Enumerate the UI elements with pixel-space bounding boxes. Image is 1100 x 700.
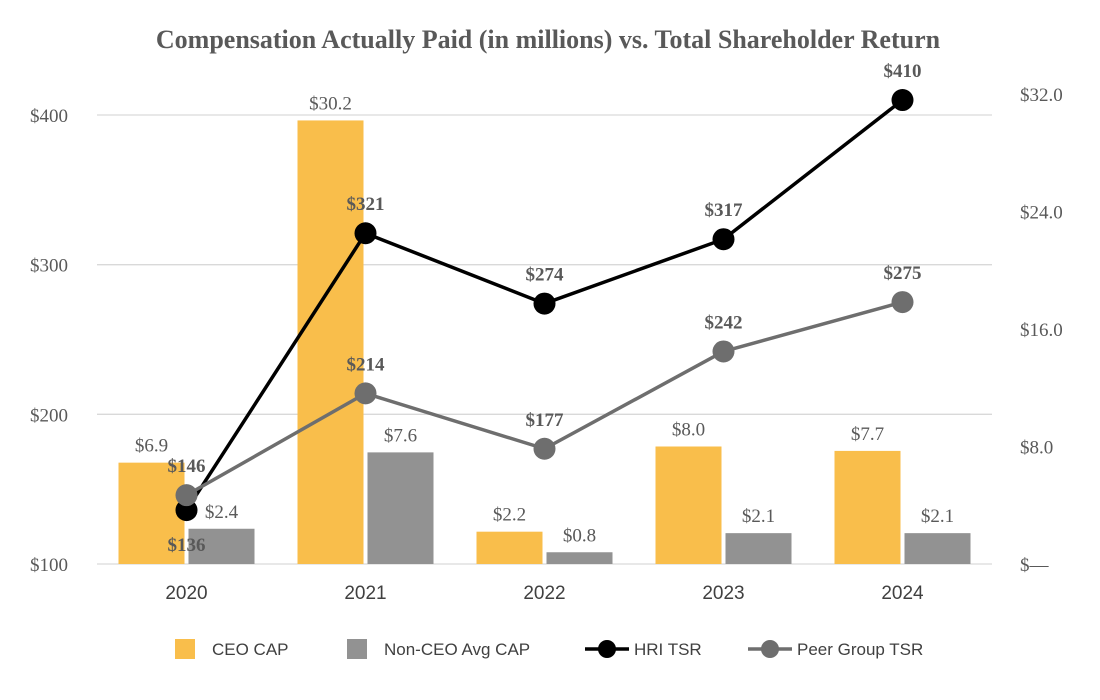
ceo-cap-label-2021: $30.2: [309, 93, 352, 114]
right-tick-label: $32.0: [1020, 85, 1063, 106]
peer-group-tsr-label-2024: $275: [884, 263, 922, 284]
legend-peer-group-tsr-marker: [761, 640, 779, 658]
legend-hri-tsr-label: HRI TSR: [634, 640, 702, 659]
bars: [118, 120, 971, 564]
chart-title: Compensation Actually Paid (in millions)…: [156, 25, 941, 54]
legend-non-ceo-avg-cap-label: Non-CEO Avg CAP: [384, 640, 530, 659]
non-ceo-cap-label-2021: $7.6: [384, 425, 417, 446]
non-ceo-cap-bar-2020: [188, 528, 255, 564]
non-ceo-cap-bar-2023: [725, 533, 792, 564]
legend-peer-group-tsr-label: Peer Group TSR: [797, 640, 923, 659]
peer-group-tsr-point-2022: [533, 437, 556, 460]
data-labels: $6.9 $30.2 $2.2 $8.0 $7.7 $2.4 $7.6 $0.8 $2.1 $2.…: [135, 61, 954, 556]
ceo-cap-bar-2024: [834, 450, 901, 564]
legend-non-ceo-avg-cap-swatch: [347, 639, 367, 659]
non-ceo-cap-bar-2021: [367, 452, 434, 564]
non-ceo-cap-label-2023: $2.1: [742, 506, 775, 527]
ceo-cap-bar-2021: [297, 120, 364, 564]
non-ceo-cap-label-2024: $2.1: [921, 506, 954, 527]
hri-tsr-label-2021: $321: [347, 194, 385, 215]
peer-group-tsr-label-2023: $242: [705, 312, 743, 333]
hri-tsr-label-2023: $317: [705, 200, 744, 221]
hri-tsr-point-2022: [533, 292, 556, 315]
left-tick-label: $300: [30, 256, 68, 277]
non-ceo-cap-bar-2024: [904, 533, 971, 564]
right-tick-label: $—: [1020, 555, 1050, 576]
left-tick-label: $400: [30, 106, 68, 127]
peer-group-tsr-point-2020: [175, 484, 198, 507]
ceo-cap-label-2022: $2.2: [493, 505, 526, 526]
peer-group-tsr-point-2024: [891, 291, 914, 314]
ceo-cap-bar-2020: [118, 462, 185, 564]
peer-group-tsr-label-2021: $214: [347, 354, 386, 375]
non-ceo-cap-label-2022: $0.8: [563, 525, 596, 546]
x-tick-label-2020: 2020: [165, 583, 207, 604]
peer-group-tsr-line: [185, 300, 903, 497]
legend-ceo-cap-swatch: [175, 639, 195, 659]
peer-group-tsr-label-2020: $146: [168, 456, 206, 477]
right-tick-label: $8.0: [1020, 438, 1053, 459]
ceo-cap-label-2023: $8.0: [672, 420, 705, 441]
left-tick-label: $100: [30, 555, 68, 576]
right-tick-label: $16.0: [1020, 320, 1063, 341]
ceo-cap-label-2020: $6.9: [135, 436, 168, 457]
non-ceo-cap-label-2020: $2.4: [205, 502, 239, 523]
legend-ceo-cap-label: CEO CAP: [212, 640, 289, 659]
non-ceo-cap-bar-2022: [546, 552, 613, 564]
hri-tsr-point-2023: [712, 228, 735, 251]
peer-group-tsr-point-2023: [712, 340, 735, 363]
lines: [175, 89, 914, 522]
x-tick-label-2022: 2022: [523, 583, 565, 604]
axes: $100 $200 $300 $400 $— $8.0 $16.0 $24.0 $32.0 202…: [30, 85, 1063, 604]
legend: CEO CAP Non-CEO Avg CAP HRI TSR Peer Group …: [175, 639, 923, 659]
hri-tsr-point-2024: [891, 89, 914, 112]
ceo-cap-bar-2023: [655, 446, 722, 564]
right-tick-label: $24.0: [1020, 203, 1063, 224]
x-tick-label-2023: 2023: [702, 583, 744, 604]
hri-tsr-label-2024: $410: [884, 61, 922, 82]
legend-hri-tsr-marker: [598, 640, 616, 658]
x-tick-label-2024: 2024: [881, 583, 924, 604]
peer-group-tsr-point-2021: [354, 382, 377, 405]
ceo-cap-bar-2022: [476, 531, 543, 564]
ceo-cap-label-2024: $7.7: [851, 424, 884, 445]
hri-tsr-label-2020: $136: [168, 535, 206, 556]
left-tick-label: $200: [30, 405, 68, 426]
x-tick-label-2021: 2021: [344, 583, 386, 604]
hri-tsr-label-2022: $274: [526, 265, 565, 286]
peer-group-tsr-label-2022: $177: [526, 410, 565, 431]
hri-tsr-point-2021: [354, 222, 377, 245]
